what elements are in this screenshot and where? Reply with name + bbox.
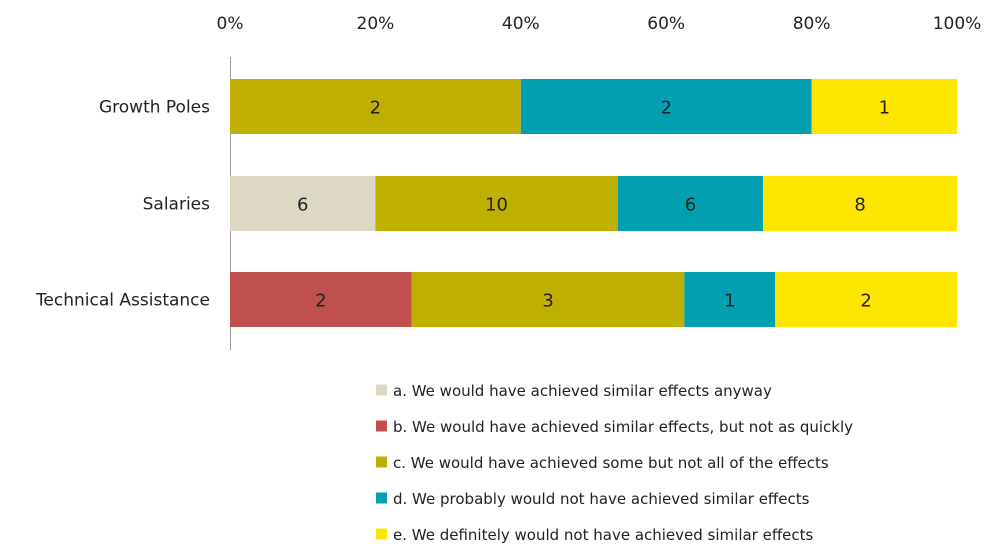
data-label: 6 xyxy=(685,195,696,216)
category-labels: Growth Poles Salaries Technical Assistance xyxy=(35,98,210,311)
data-label: 2 xyxy=(370,98,381,119)
legend-swatch xyxy=(376,456,387,468)
data-label: 1 xyxy=(879,98,890,119)
legend-item: d. We probably would not have achieved s… xyxy=(376,490,810,508)
legend-swatch xyxy=(376,384,387,396)
data-label: 8 xyxy=(854,195,865,216)
legend: a. We would have achieved similar effect… xyxy=(376,382,853,544)
data-labels: 2 2 1 6 10 6 8 2 3 1 2 xyxy=(297,98,890,312)
data-label: 6 xyxy=(297,195,308,216)
x-tick-label: 40% xyxy=(502,14,540,34)
bar-segment xyxy=(775,272,957,327)
bar-segment xyxy=(230,272,412,327)
legend-item: c. We would have achieved some but not a… xyxy=(376,454,829,472)
data-label: 2 xyxy=(860,291,871,312)
bar-segment xyxy=(684,272,776,327)
x-tick-label: 0% xyxy=(217,14,244,34)
bar-segment xyxy=(230,79,521,134)
data-label: 2 xyxy=(315,291,326,312)
legend-label: c. We would have achieved some but not a… xyxy=(393,454,829,472)
x-axis-ticks: 0% 20% 40% 60% 80% 100% xyxy=(217,14,982,34)
bar-segment xyxy=(520,79,812,134)
bar-segments xyxy=(230,79,957,327)
legend-swatch xyxy=(376,528,387,540)
legend-item: a. We would have achieved similar effect… xyxy=(376,382,772,400)
legend-swatch xyxy=(376,420,387,432)
bar-segment xyxy=(375,176,618,231)
x-tick-label: 60% xyxy=(647,14,685,34)
category-label: Technical Assistance xyxy=(35,291,210,311)
legend-swatch xyxy=(376,492,387,504)
data-label: 2 xyxy=(660,98,671,119)
bar-segment xyxy=(411,272,685,327)
x-tick-label: 80% xyxy=(793,14,831,34)
bar-segment xyxy=(617,176,764,231)
data-label: 3 xyxy=(542,291,553,312)
legend-label: a. We would have achieved similar effect… xyxy=(393,382,772,400)
data-label: 10 xyxy=(485,195,508,216)
category-label: Salaries xyxy=(143,195,211,215)
legend-label: b. We would have achieved similar effect… xyxy=(393,418,853,436)
data-label: 1 xyxy=(724,291,735,312)
legend-label: d. We probably would not have achieved s… xyxy=(393,490,810,508)
legend-label: e. We definitely would not have achieved… xyxy=(393,526,814,544)
bar-segment xyxy=(763,176,957,231)
x-tick-label: 100% xyxy=(933,14,982,34)
bar-segment xyxy=(811,79,957,134)
x-tick-label: 20% xyxy=(357,14,395,34)
legend-item: e. We definitely would not have achieved… xyxy=(376,526,814,544)
legend-item: b. We would have achieved similar effect… xyxy=(376,418,853,436)
category-label: Growth Poles xyxy=(99,98,210,118)
bar-segment xyxy=(230,176,376,231)
